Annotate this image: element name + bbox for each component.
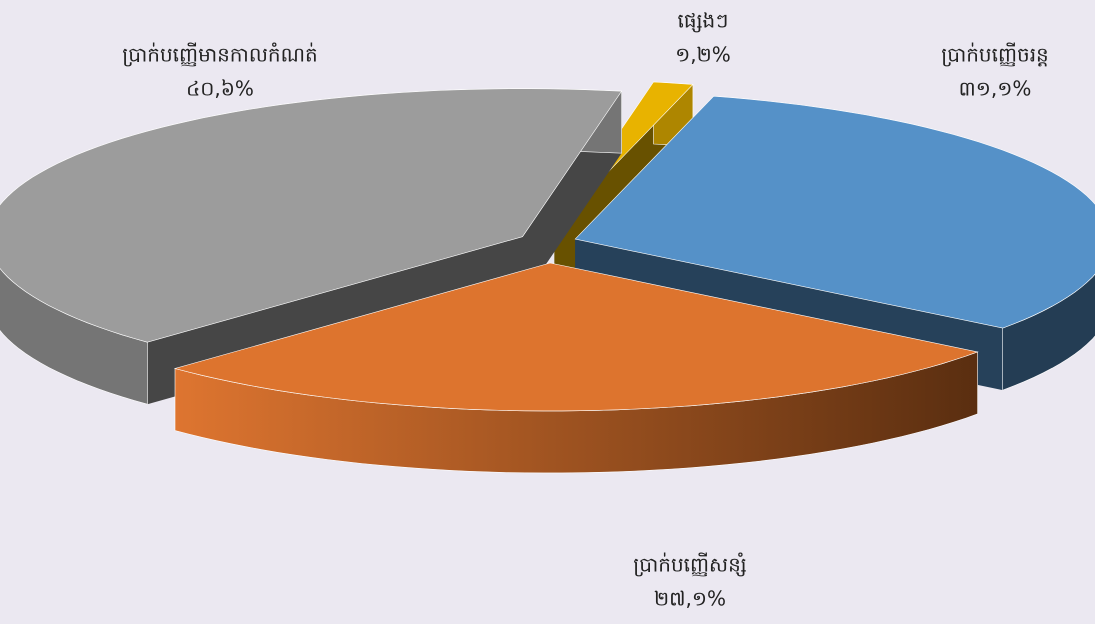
slice-top [173, 262, 979, 412]
slice-top [574, 95, 1095, 329]
data-label-category: ផ្សេងៗ [678, 9, 729, 33]
data-label-category: ប្រាក់បញ្ញើចរន្ត [941, 42, 1049, 67]
slice [173, 262, 979, 474]
data-label-category: ប្រាក់បញ្ញើមានកាលកំណត់ [122, 42, 317, 67]
data-label-category: ប្រាក់បញ្ញើសន្សំ [633, 552, 747, 577]
slice-top [0, 88, 623, 343]
data-label: ៣១,១% [959, 77, 1032, 101]
data-label: ៤០,៦% [186, 77, 254, 101]
slice [0, 88, 623, 405]
data-label: ២៧,១% [654, 587, 726, 611]
data-label: ១,២% [675, 43, 731, 67]
